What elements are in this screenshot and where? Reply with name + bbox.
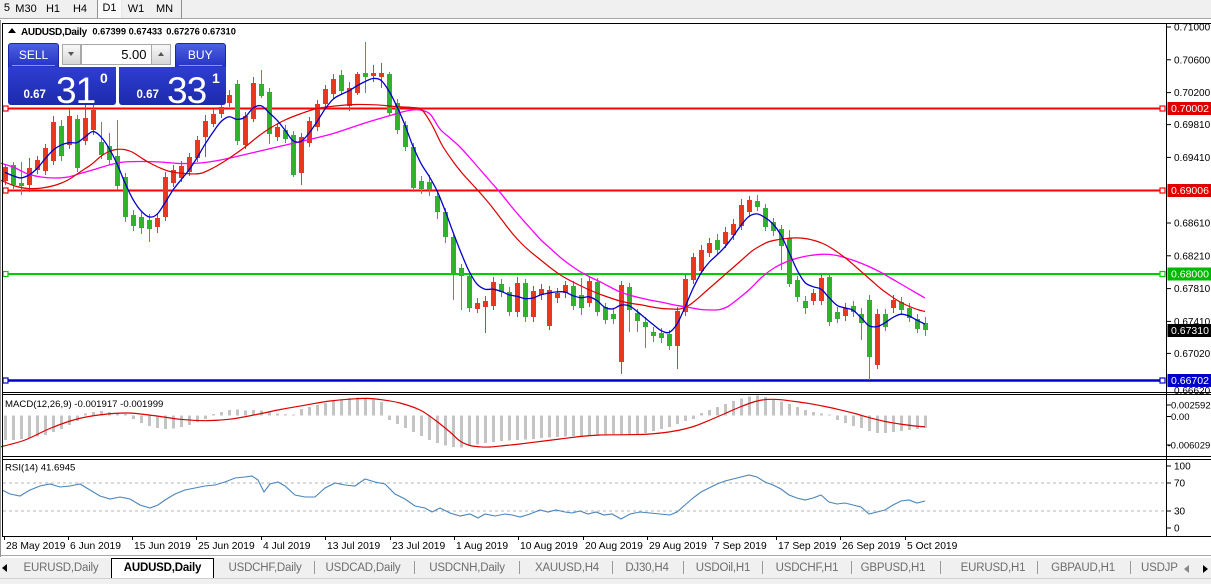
svg-text:29 Aug 2019: 29 Aug 2019 — [649, 541, 707, 552]
svg-text:20 Aug 2019: 20 Aug 2019 — [585, 541, 643, 552]
svg-text:0.71000: 0.71000 — [1174, 23, 1211, 34]
svg-text:0.00: 0.00 — [1171, 412, 1190, 423]
svg-text:0.67310: 0.67310 — [202, 27, 236, 37]
svg-text:0.69810: 0.69810 — [1174, 120, 1211, 131]
svg-text:0.68610: 0.68610 — [1174, 219, 1211, 230]
svg-text:13 Jul 2019: 13 Jul 2019 — [327, 541, 381, 552]
svg-text:25 Jun 2019: 25 Jun 2019 — [198, 541, 255, 552]
svg-text:0.002592: 0.002592 — [1171, 401, 1211, 412]
svg-text:RSI(14) 41.6945: RSI(14) 41.6945 — [5, 463, 75, 474]
svg-text:10 Aug 2019: 10 Aug 2019 — [520, 541, 578, 552]
svg-text:0.69410: 0.69410 — [1174, 153, 1211, 164]
svg-text:70: 70 — [1174, 479, 1186, 490]
svg-text:17 Sep 2019: 17 Sep 2019 — [778, 541, 837, 552]
svg-text:23 Jul 2019: 23 Jul 2019 — [392, 541, 446, 552]
svg-text:0.70002: 0.70002 — [1171, 103, 1209, 115]
svg-text:0.67020: 0.67020 — [1174, 349, 1211, 360]
svg-text:0.66620: 0.66620 — [1174, 386, 1211, 397]
svg-text:AUDUSD,Daily: AUDUSD,Daily — [21, 27, 88, 38]
svg-text:0.66702: 0.66702 — [1171, 375, 1209, 387]
svg-text:7 Sep 2019: 7 Sep 2019 — [714, 541, 767, 552]
svg-text:30: 30 — [1174, 507, 1186, 518]
svg-text:0.67810: 0.67810 — [1174, 284, 1211, 295]
svg-text:0.70200: 0.70200 — [1174, 88, 1211, 99]
svg-text:100: 100 — [1174, 462, 1191, 473]
svg-text:5 Oct 2019: 5 Oct 2019 — [907, 541, 958, 552]
svg-text:4 Jul 2019: 4 Jul 2019 — [263, 541, 311, 552]
svg-text:0: 0 — [1174, 524, 1180, 535]
svg-text:-0.006029: -0.006029 — [1168, 441, 1211, 452]
svg-text:0.68210: 0.68210 — [1174, 251, 1211, 262]
svg-text:26 Sep 2019: 26 Sep 2019 — [842, 541, 901, 552]
svg-text:0.67276: 0.67276 — [166, 27, 200, 37]
svg-text:1 Aug 2019: 1 Aug 2019 — [456, 541, 508, 552]
svg-text:0.67399: 0.67399 — [92, 27, 126, 37]
svg-text:6 Jun 2019: 6 Jun 2019 — [70, 541, 121, 552]
svg-text:MACD(12,26,9) -0.001917 -0.001: MACD(12,26,9) -0.001917 -0.001999 — [5, 399, 163, 410]
svg-text:0.68000: 0.68000 — [1171, 269, 1209, 281]
svg-text:0.67310: 0.67310 — [1171, 325, 1209, 337]
svg-text:0.67433: 0.67433 — [129, 27, 163, 37]
svg-text:0.69006: 0.69006 — [1171, 185, 1209, 197]
svg-text:28 May 2019: 28 May 2019 — [6, 541, 66, 552]
svg-text:0.70600: 0.70600 — [1174, 55, 1211, 66]
svg-text:15 Jun 2019: 15 Jun 2019 — [134, 541, 191, 552]
svg-text:0.67410: 0.67410 — [1174, 317, 1211, 328]
